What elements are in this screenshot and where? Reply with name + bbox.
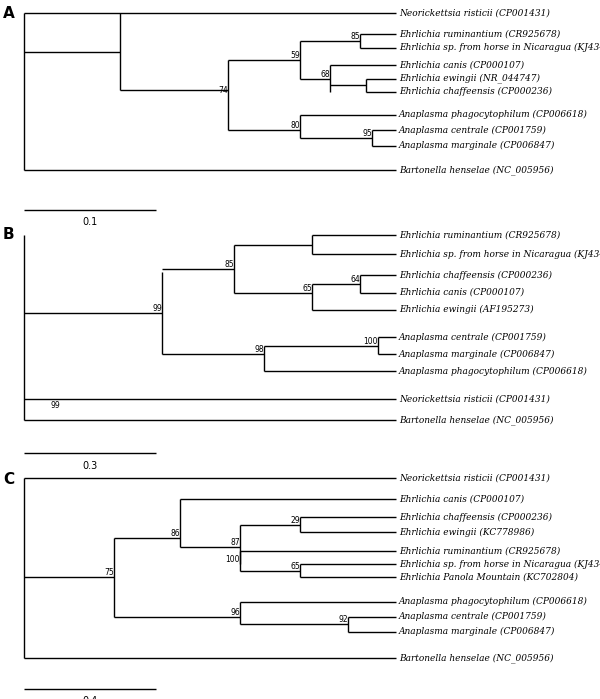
Text: 80: 80 (290, 121, 300, 130)
Text: 100: 100 (226, 555, 240, 564)
Text: 87: 87 (230, 538, 240, 547)
Text: Neorickettsia risticii (CP001431): Neorickettsia risticii (CP001431) (399, 9, 550, 18)
Text: Ehrlichia ewingii (KC778986): Ehrlichia ewingii (KC778986) (399, 528, 534, 537)
Text: Anaplasma phagocytophilum (CP006618): Anaplasma phagocytophilum (CP006618) (399, 367, 588, 376)
Text: Neorickettsia risticii (CP001431): Neorickettsia risticii (CP001431) (399, 394, 550, 403)
Text: Anaplasma marginale (CP006847): Anaplasma marginale (CP006847) (399, 627, 556, 636)
Text: Ehrlichia sp. from horse in Nicaragua (KJ434178): Ehrlichia sp. from horse in Nicaragua (K… (399, 43, 600, 52)
Text: A: A (3, 6, 15, 21)
Text: B: B (3, 226, 14, 242)
Text: Anaplasma marginale (CP006847): Anaplasma marginale (CP006847) (399, 141, 556, 150)
Text: Ehrlichia ewingii (NR_044747): Ehrlichia ewingii (NR_044747) (399, 73, 540, 83)
Text: 75: 75 (104, 568, 114, 577)
Text: C: C (3, 473, 14, 487)
Text: 86: 86 (170, 529, 180, 538)
Text: Ehrlichia ruminantium (CR925678): Ehrlichia ruminantium (CR925678) (399, 30, 560, 39)
Text: 65: 65 (302, 284, 312, 292)
Text: Ehrlichia canis (CP000107): Ehrlichia canis (CP000107) (399, 494, 524, 503)
Text: Ehrlichia chaffeensis (CP000236): Ehrlichia chaffeensis (CP000236) (399, 87, 552, 96)
Text: Neorickettsia risticii (CP001431): Neorickettsia risticii (CP001431) (399, 473, 550, 482)
Text: 65: 65 (290, 562, 300, 570)
Text: Anaplasma phagocytophilum (CP006618): Anaplasma phagocytophilum (CP006618) (399, 597, 588, 606)
Text: 0.1: 0.1 (82, 217, 98, 226)
Text: 85: 85 (224, 259, 234, 268)
Text: 95: 95 (362, 129, 372, 138)
Text: 99: 99 (50, 401, 60, 410)
Text: 85: 85 (350, 32, 360, 41)
Text: Ehrlichia Panola Mountain (KC702804): Ehrlichia Panola Mountain (KC702804) (399, 572, 578, 582)
Text: Anaplasma phagocytophilum (CP006618): Anaplasma phagocytophilum (CP006618) (399, 110, 588, 120)
Text: Anaplasma marginale (CP006847): Anaplasma marginale (CP006847) (399, 350, 556, 359)
Text: 100: 100 (364, 337, 378, 346)
Text: Bartonella henselae (NC_005956): Bartonella henselae (NC_005956) (399, 653, 554, 663)
Text: Bartonella henselae (NC_005956): Bartonella henselae (NC_005956) (399, 166, 554, 175)
Text: Ehrlichia sp. from horse in Nicaragua (KJ434180): Ehrlichia sp. from horse in Nicaragua (K… (399, 560, 600, 569)
Text: 0.4: 0.4 (82, 696, 98, 699)
Text: 92: 92 (338, 615, 348, 624)
Text: Ehrlichia sp. from horse in Nicaragua (KJ434179): Ehrlichia sp. from horse in Nicaragua (K… (399, 250, 600, 259)
Text: 68: 68 (320, 69, 330, 78)
Text: Ehrlichia canis (CP000107): Ehrlichia canis (CP000107) (399, 288, 524, 297)
Text: Anaplasma centrale (CP001759): Anaplasma centrale (CP001759) (399, 612, 547, 621)
Text: Ehrlichia canis (CP000107): Ehrlichia canis (CP000107) (399, 61, 524, 70)
Text: Ehrlichia chaffeensis (CP000236): Ehrlichia chaffeensis (CP000236) (399, 513, 552, 522)
Text: Ehrlichia ewingii (AF195273): Ehrlichia ewingii (AF195273) (399, 305, 533, 314)
Text: 59: 59 (290, 51, 300, 60)
Text: Ehrlichia chaffeensis (CP000236): Ehrlichia chaffeensis (CP000236) (399, 271, 552, 280)
Text: Anaplasma centrale (CP001759): Anaplasma centrale (CP001759) (399, 126, 547, 135)
Text: 99: 99 (152, 304, 162, 313)
Text: Bartonella henselae (NC_005956): Bartonella henselae (NC_005956) (399, 415, 554, 425)
Text: 0.3: 0.3 (82, 461, 98, 471)
Text: 98: 98 (254, 345, 264, 354)
Text: Ehrlichia ruminantium (CR925678): Ehrlichia ruminantium (CR925678) (399, 231, 560, 240)
Text: Anaplasma centrale (CP001759): Anaplasma centrale (CP001759) (399, 333, 547, 342)
Text: 64: 64 (350, 275, 360, 284)
Text: 29: 29 (290, 516, 300, 525)
Text: 74: 74 (218, 86, 228, 95)
Text: Ehrlichia ruminantium (CR925678): Ehrlichia ruminantium (CR925678) (399, 547, 560, 556)
Text: 96: 96 (230, 607, 240, 617)
